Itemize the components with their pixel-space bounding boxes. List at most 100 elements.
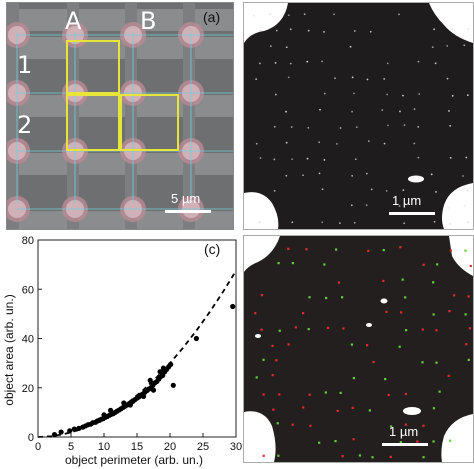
dot [353, 30, 356, 32]
dot [303, 13, 306, 16]
corner-blob [442, 183, 473, 229]
classified-dot [326, 326, 330, 330]
dot [318, 141, 321, 144]
dot [399, 110, 401, 113]
dot [269, 45, 272, 47]
classified-dot [384, 377, 387, 381]
dot [321, 60, 324, 63]
classified-dot [387, 393, 390, 397]
dot [285, 110, 287, 113]
classified-dot [307, 327, 310, 331]
classified-dot [435, 329, 438, 332]
dot [350, 204, 353, 207]
bright-blob [380, 298, 388, 304]
corner-blob [429, 3, 473, 43]
scatter-point [51, 431, 58, 438]
classified-dot [398, 345, 401, 348]
corner-blob [244, 192, 279, 229]
plot-frame-rect [37, 239, 237, 438]
dot [258, 221, 261, 224]
dot [273, 158, 276, 161]
scale-label-b: 1 µm [392, 193, 422, 208]
dot [323, 92, 326, 95]
y-tick-label: 80 [22, 235, 34, 247]
scatter-point [67, 428, 73, 434]
classified-dot [465, 343, 468, 346]
dot [398, 13, 400, 16]
dot [381, 109, 384, 111]
dot [323, 30, 325, 33]
dot [306, 60, 309, 63]
dot [321, 188, 324, 191]
pillar [183, 3, 195, 229]
dot [253, 14, 255, 17]
dot [403, 124, 406, 127]
dot [290, 126, 293, 128]
dot [402, 94, 404, 97]
classified-dot [294, 326, 297, 329]
classified-dot [435, 361, 438, 364]
classified-dot [302, 406, 305, 409]
dots-image-d [244, 236, 473, 462]
dot [275, 29, 278, 32]
y-tick-label: 0 [28, 432, 34, 444]
band [7, 211, 233, 229]
pillar [7, 3, 19, 229]
classified-dot [325, 296, 328, 300]
dot [351, 174, 354, 177]
panel-d-classified-micrograph: (d) 1 µm [243, 235, 474, 463]
dot [446, 77, 449, 80]
classified-dot [399, 246, 402, 249]
corner-blob [244, 411, 276, 462]
classified-dot [342, 327, 345, 330]
classified-dot [438, 390, 441, 393]
y-tick-label: 40 [22, 334, 34, 346]
dot [259, 157, 262, 159]
row-label-2: 2 [17, 111, 33, 139]
dot [269, 13, 272, 15]
dot [434, 62, 437, 65]
classified-dot [277, 454, 280, 457]
dot [462, 175, 464, 177]
panel-c-scatter-chart: 0 5 10 15 20 25 30 0 20 40 60 80 object perimeter (… [0, 230, 243, 469]
classified-dot [467, 358, 470, 361]
data-points [51, 303, 236, 438]
classified-dot [449, 439, 452, 442]
classified-dot [302, 312, 305, 315]
dot [467, 28, 470, 30]
dot [353, 92, 355, 95]
dot [287, 14, 290, 17]
y-tick-label: 20 [22, 383, 34, 395]
scatter-point [150, 387, 157, 393]
dot [333, 13, 335, 16]
classified-dot [399, 441, 402, 444]
panel-b-tag: (b) [250, 9, 268, 25]
classified-dot [262, 454, 265, 457]
x-tick-label: 5 [68, 441, 74, 453]
scatter-point [101, 412, 107, 418]
scale-bar-d [382, 443, 428, 446]
scatter-point [157, 369, 163, 375]
dot [339, 127, 342, 129]
classified-dot [276, 422, 279, 425]
grid-image [7, 3, 233, 229]
classified-dot [291, 423, 294, 426]
scatter-point [71, 426, 77, 432]
dot [430, 173, 433, 176]
dot [433, 220, 436, 223]
dot [319, 108, 321, 111]
dot [365, 172, 368, 175]
classified-dot [334, 440, 337, 443]
dot [365, 204, 368, 207]
dot [321, 221, 324, 224]
dot [402, 189, 405, 192]
classified-dot [351, 406, 354, 409]
classified-dot [339, 391, 342, 395]
scatter-plot: 0 5 10 15 20 25 30 0 20 40 60 80 object perimeter (… [2, 235, 242, 467]
classified-dot [382, 279, 385, 283]
selection-box-a1 [66, 40, 120, 94]
dot [451, 94, 454, 97]
classified-dot [467, 295, 470, 298]
classified-dot [255, 376, 258, 379]
classified-dot [352, 438, 355, 441]
